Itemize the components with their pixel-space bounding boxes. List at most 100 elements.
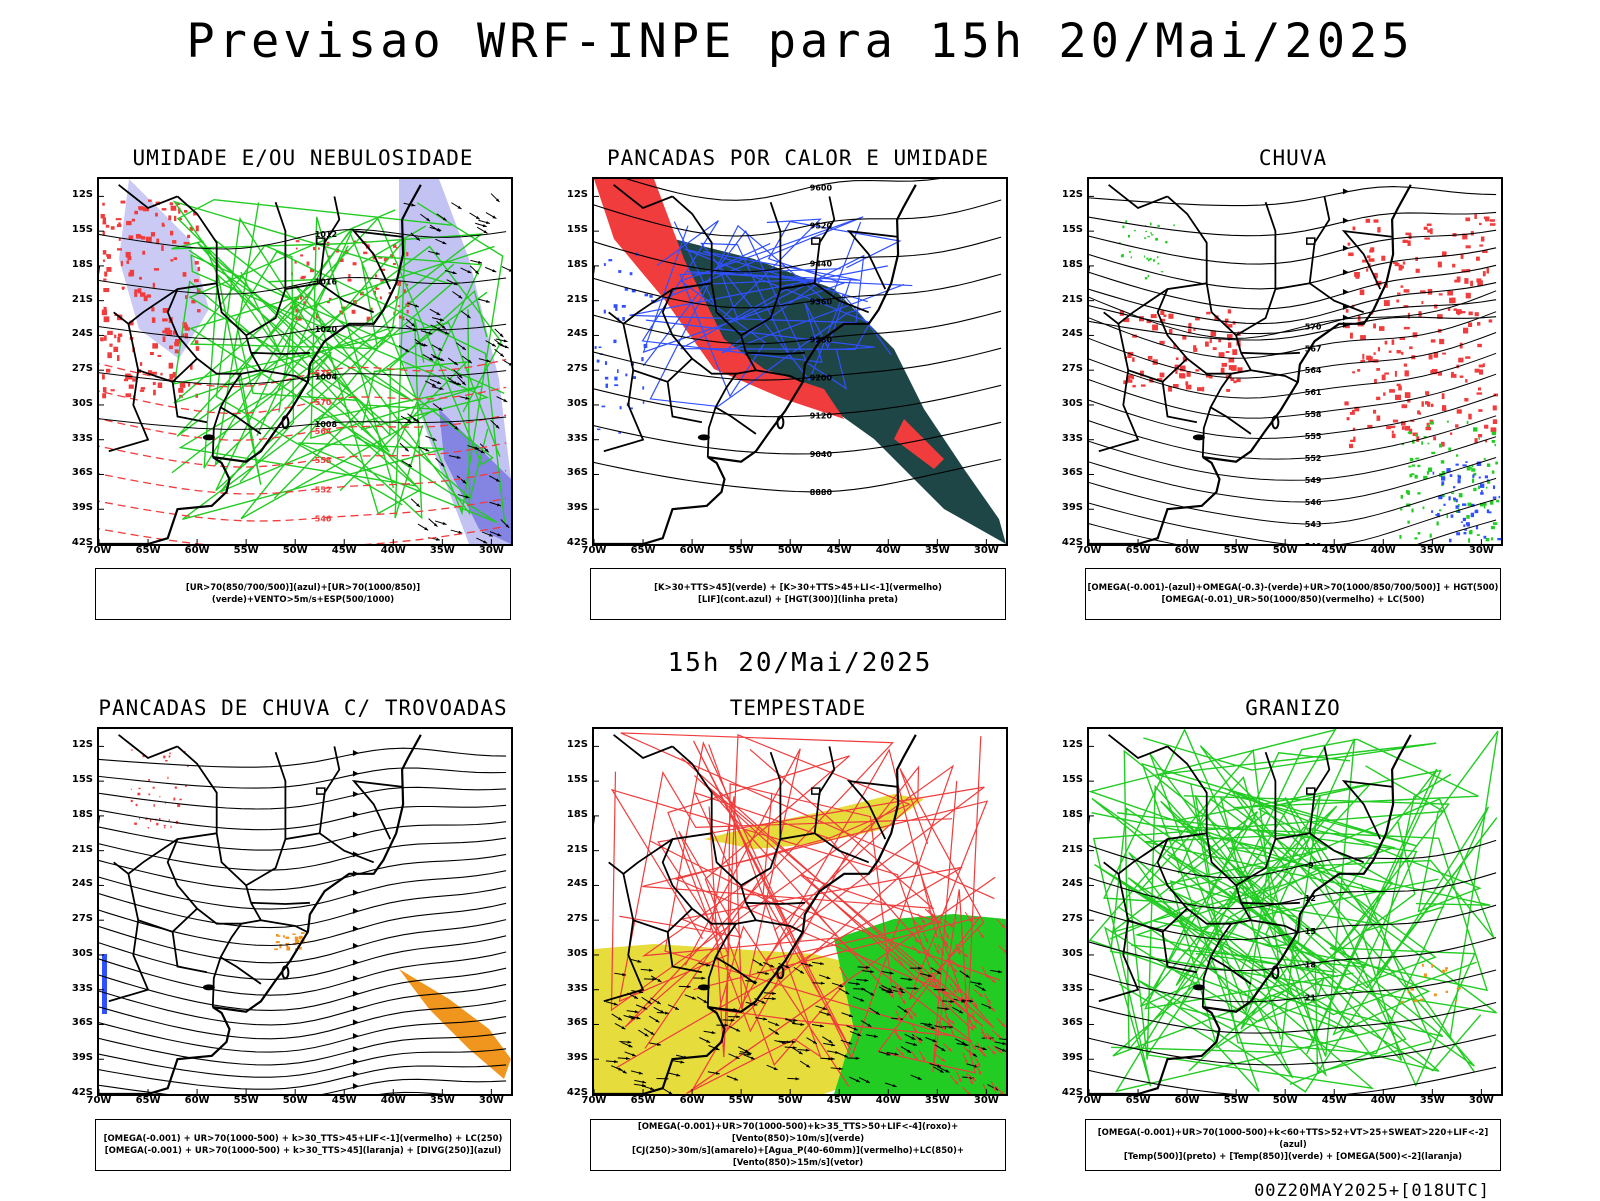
lat-tick-label: 36S [564, 467, 588, 478]
panel-title: GRANIZO [1083, 696, 1503, 720]
lat-tick-label: 15S [1059, 224, 1083, 235]
contour-label: 1020 [315, 325, 338, 334]
lon-tick-label: 70W [84, 545, 114, 556]
lat-tick-label: 27S [69, 913, 93, 924]
hail-fields [1090, 730, 1498, 1092]
contour-label: 540 [1305, 542, 1322, 544]
contour-label: 9360 [810, 298, 833, 307]
lat-tick-label: 27S [69, 363, 93, 374]
lon-tick-label: 30W [971, 1095, 1001, 1106]
lon-tick-label: 60W [677, 545, 707, 556]
panel-legend: [UR>70(850/700/500)](azul)+[UR>70(1000/8… [95, 568, 511, 620]
contour-label: 18 [1305, 960, 1317, 969]
panel-title: UMIDADE E/OU NEBULOSIDADE [93, 146, 513, 170]
lon-tick-label: 55W [231, 545, 261, 556]
lon-tick-label: 40W [1368, 545, 1398, 556]
panel-legend: [OMEGA(-0.001) + UR>70(1000-500) + k>30_… [95, 1119, 511, 1171]
lon-tick-label: 45W [1319, 1095, 1349, 1106]
panel-legend: [OMEGA(-0.001)+UR>70(1000-500)+k<60+TTS>… [1085, 1119, 1501, 1171]
lat-tick-label: 12S [1059, 739, 1083, 750]
lon-tick-label: 55W [1221, 545, 1251, 556]
lon-tick-label: 70W [84, 1095, 114, 1106]
lon-tick-label: 45W [329, 545, 359, 556]
lon-tick-label: 45W [1319, 545, 1349, 556]
storm-fields [594, 733, 1006, 1094]
contour-label: 558 [315, 456, 332, 465]
lon-tick-label: 30W [476, 1095, 506, 1106]
lat-tick-label: 30S [564, 948, 588, 959]
lat-tick-label: 21S [564, 844, 588, 855]
lon-tick-label: 55W [1221, 1095, 1251, 1106]
lat-tick-label: 24S [1059, 328, 1083, 339]
lon-tick-label: 70W [579, 545, 609, 556]
lat-tick-label: 27S [564, 363, 588, 374]
lat-tick-label: 12S [1059, 189, 1083, 200]
lon-tick-label: 35W [922, 1095, 952, 1106]
lon-tick-label: 40W [378, 1095, 408, 1106]
humidity-fields [100, 179, 511, 544]
run-info-label: 00Z20MAY2025+[018UTC] [1254, 1181, 1490, 1201]
middle-time-label: 15h 20/Mai/2025 [0, 648, 1600, 678]
legend-line: [LIF](cont.azul) + [HGT(300)](linha pret… [591, 594, 1005, 606]
contour-lines: 570567564561558555552549546543540537 [1089, 289, 1496, 544]
panel-map: 570567564561558555552549546543540537 [1087, 177, 1503, 546]
contour-label: 552 [315, 485, 332, 494]
panel-legend: [OMEGA(-0.001)-(azul)+OMEGA(-0.3)-(verde… [1085, 568, 1501, 620]
axis-ticks [1089, 196, 1481, 544]
lat-tick-label: 30S [69, 948, 93, 959]
contour-label: 564 [1305, 366, 1322, 375]
lon-tick-label: 70W [579, 1095, 609, 1106]
lat-tick-label: 36S [564, 1017, 588, 1028]
lat-tick-label: 18S [1059, 259, 1083, 270]
lat-tick-label: 36S [1059, 467, 1083, 478]
legend-line: [OMEGA(-0.001) + UR>70(1000-500) + k>30_… [96, 1145, 510, 1157]
legend-line: [OMEGA(-0.001) + UR>70(1000-500) + k>30_… [96, 1133, 510, 1145]
legend-line: [CJ(250)>30m/s](amarelo)+[Agua_P(40-60mm… [591, 1145, 1005, 1169]
lat-tick-label: 27S [1059, 913, 1083, 924]
contour-label: 570 [315, 398, 332, 407]
lat-tick-label: 30S [69, 398, 93, 409]
legend-line: [OMEGA(-0.001)-(azul)+OMEGA(-0.3)-(verde… [1086, 582, 1500, 594]
lon-tick-label: 50W [1270, 545, 1300, 556]
lat-tick-label: 18S [69, 809, 93, 820]
lat-tick-label: 39S [1059, 502, 1083, 513]
lon-tick-label: 35W [1417, 1095, 1447, 1106]
lon-tick-label: 70W [1074, 1095, 1104, 1106]
lat-tick-label: 21S [69, 844, 93, 855]
contour-label: 9200 [810, 374, 833, 383]
lat-tick-label: 12S [69, 189, 93, 200]
lat-tick-label: 30S [564, 398, 588, 409]
contour-label: 9120 [810, 412, 833, 421]
lon-tick-label: 30W [1466, 1095, 1496, 1106]
contour-label: 1016 [315, 277, 338, 286]
contour-label: 9600 [810, 183, 833, 192]
lat-tick-label: 36S [69, 1017, 93, 1028]
lon-tick-label: 35W [1417, 545, 1447, 556]
lon-tick-label: 40W [873, 1095, 903, 1106]
lat-tick-label: 36S [1059, 1017, 1083, 1028]
lon-tick-label: 45W [329, 1095, 359, 1106]
lat-tick-label: 15S [69, 224, 93, 235]
lat-tick-label: 12S [564, 189, 588, 200]
contour-label: 558 [1305, 410, 1322, 419]
panel-title: PANCADAS POR CALOR E UMIDADE [588, 146, 1008, 170]
lon-tick-label: 50W [775, 545, 805, 556]
lon-tick-label: 55W [726, 1095, 756, 1106]
lat-tick-label: 33S [1059, 983, 1083, 994]
contour-label: 546 [1305, 498, 1322, 507]
contour-label: 543 [1305, 520, 1322, 529]
lon-tick-label: 65W [628, 545, 658, 556]
panel-legend: [K>30+TTS>45](verde) + [K>30+TTS>45+LI<-… [590, 568, 1006, 620]
streamlines [99, 748, 506, 1094]
lat-tick-label: 24S [69, 328, 93, 339]
rain-fields [1119, 214, 1501, 543]
lat-tick-label: 24S [564, 878, 588, 889]
lon-tick-label: 60W [1172, 545, 1202, 556]
lon-tick-label: 35W [922, 545, 952, 556]
legend-line: [UR>70(850/700/500)](azul)+[UR>70(1000/8… [96, 582, 510, 606]
contour-label: 15 [1305, 927, 1317, 936]
lon-tick-label: 60W [182, 1095, 212, 1106]
lat-tick-label: 12S [69, 739, 93, 750]
